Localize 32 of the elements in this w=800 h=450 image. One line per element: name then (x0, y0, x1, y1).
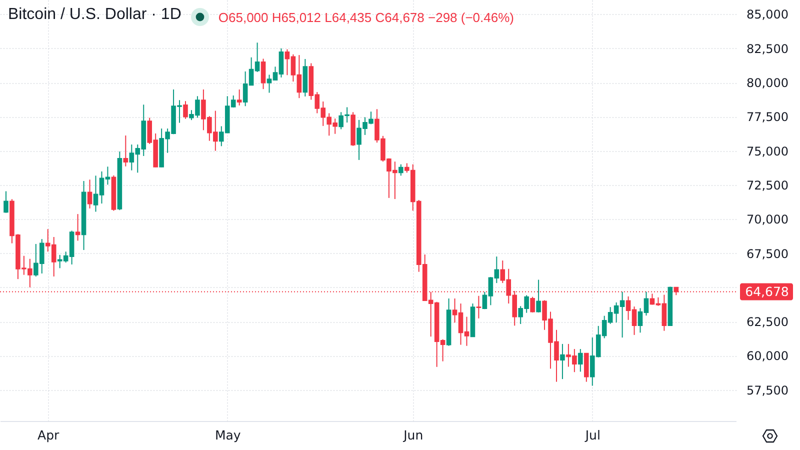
candlestick (260, 58, 266, 90)
x-tick-label: Jul (584, 428, 600, 442)
x-tick-label: Apr (38, 428, 60, 442)
candlestick (87, 179, 92, 209)
y-tick-label: 67,500 (746, 246, 788, 261)
candlestick (578, 348, 583, 372)
x-tick-label: Jun (402, 428, 424, 442)
y-tick-label: 62,500 (746, 315, 788, 330)
candlestick (398, 164, 404, 176)
candlestick (75, 214, 80, 242)
candlestick (123, 135, 128, 167)
text: O65,000 H65,012 L64,435 C64,678 −298 (−0.46%) (218, 10, 514, 25)
candlestick (4, 190, 8, 214)
y-tick-label: 82,500 (746, 42, 788, 56)
y-tick-label: 60,000 (746, 349, 788, 364)
y-tick-label: 57,500 (746, 383, 788, 398)
candlestick (560, 343, 565, 380)
candlestick (236, 88, 242, 106)
candlestick (183, 100, 188, 120)
y-tick-label: 70,000 (746, 212, 788, 227)
y-tick-label: 72,500 (746, 178, 788, 192)
y-tick-label: 75,000 (746, 144, 788, 158)
candlestick (476, 295, 482, 319)
ref-line-label: 64,678 (745, 284, 789, 299)
candlestick (536, 279, 541, 313)
x-tick-label: May (214, 428, 242, 442)
candlestick (584, 352, 589, 382)
y-tick-label: 80,000 (746, 76, 788, 90)
y-tick-label: 85,000 (746, 8, 788, 22)
chart-title: Bitcoin / U.S. Dollar · 1D (8, 6, 182, 23)
y-tick-label: 77,500 (746, 110, 788, 124)
candlestick (530, 296, 535, 313)
